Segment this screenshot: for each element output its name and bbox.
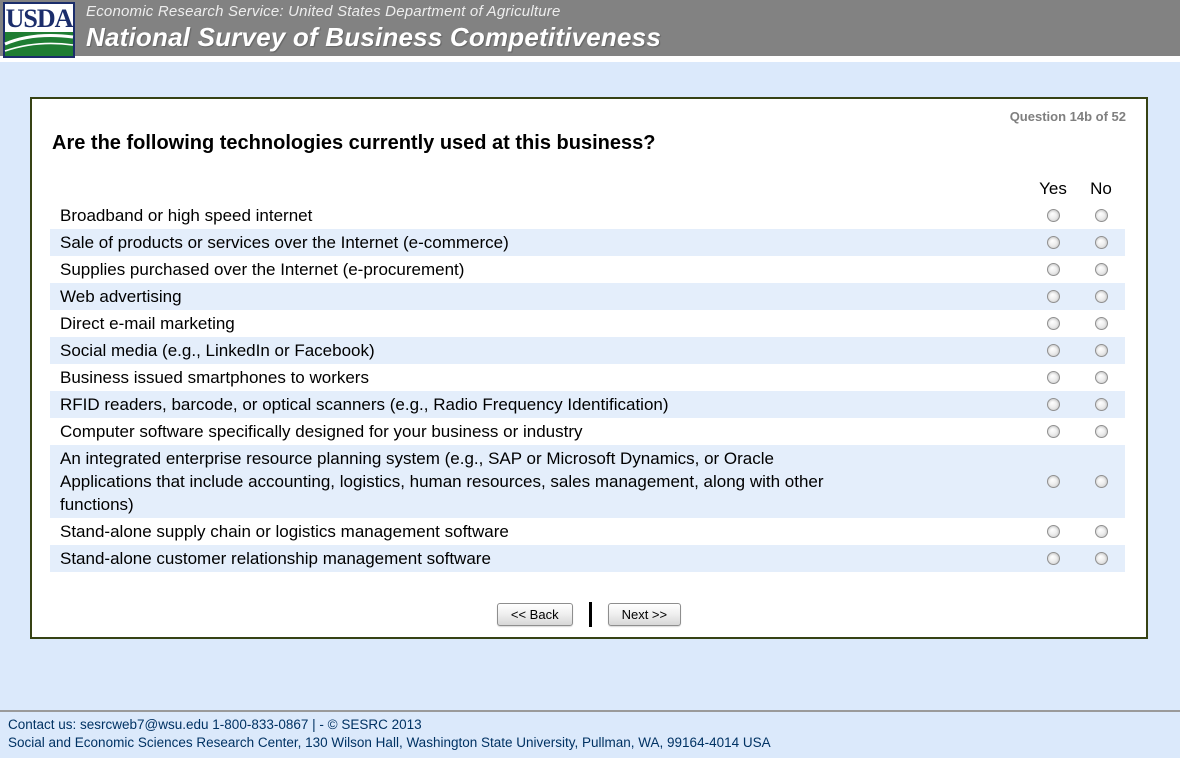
row-label: Sale of products or services over the In…	[60, 233, 509, 252]
radio-no[interactable]	[1094, 398, 1108, 411]
radio-no[interactable]	[1094, 209, 1108, 222]
radio-no[interactable]	[1094, 475, 1108, 488]
radio-yes[interactable]	[1046, 371, 1060, 384]
row-label: Computer software specifically designed …	[60, 422, 583, 441]
radio-no[interactable]	[1094, 236, 1108, 249]
row-label: An integrated enterprise resource planni…	[60, 449, 824, 514]
radio-yes[interactable]	[1046, 425, 1060, 438]
footer-address-line: Social and Economic Sciences Research Ce…	[8, 735, 771, 750]
no-column-header: No	[1090, 179, 1112, 198]
table-row: Direct e-mail marketing	[50, 310, 1125, 337]
radio-yes[interactable]	[1046, 236, 1060, 249]
radio-yes[interactable]	[1046, 525, 1060, 538]
radio-no[interactable]	[1094, 525, 1108, 538]
radio-yes[interactable]	[1046, 209, 1060, 222]
radio-yes[interactable]	[1046, 398, 1060, 411]
header-subtitle: Economic Research Service: United States…	[86, 3, 561, 20]
svg-text:USDA: USDA	[6, 4, 74, 33]
table-row: Broadband or high speed internet	[50, 202, 1125, 229]
table-row: Social media (e.g., LinkedIn or Facebook…	[50, 337, 1125, 364]
radio-no[interactable]	[1094, 371, 1108, 384]
radio-no[interactable]	[1094, 344, 1108, 357]
table-row: Stand-alone supply chain or logistics ma…	[50, 518, 1125, 545]
radio-no[interactable]	[1094, 552, 1108, 565]
table-row: Computer software specifically designed …	[50, 418, 1125, 445]
table-row: Stand-alone customer relationship manage…	[50, 545, 1125, 572]
yes-column-header: Yes	[1039, 179, 1067, 198]
site-header: USDA Economic Research Service: United S…	[0, 0, 1180, 62]
row-label: Stand-alone customer relationship manage…	[60, 549, 491, 568]
technology-grid: Yes No Broadband or high speed internet …	[50, 179, 1125, 572]
page-title: National Survey of Business Competitiven…	[86, 22, 661, 52]
radio-yes[interactable]	[1046, 344, 1060, 357]
table-row: Sale of products or services over the In…	[50, 229, 1125, 256]
row-label: Web advertising	[60, 287, 182, 306]
question-number: Question 14b of 52	[1009, 109, 1126, 124]
row-label: Stand-alone supply chain or logistics ma…	[60, 522, 509, 541]
radio-yes[interactable]	[1046, 552, 1060, 565]
row-label: Business issued smartphones to workers	[60, 368, 369, 387]
radio-no[interactable]	[1094, 263, 1108, 276]
radio-yes[interactable]	[1046, 317, 1060, 330]
radio-yes[interactable]	[1046, 475, 1060, 488]
grid-header: Yes No	[50, 179, 1125, 199]
table-row: An integrated enterprise resource planni…	[50, 445, 1125, 518]
radio-no[interactable]	[1094, 290, 1108, 303]
site-footer: Contact us: sesrcweb7@wsu.edu 1-800-833-…	[0, 710, 1180, 758]
radio-yes[interactable]	[1046, 263, 1060, 276]
navigation-buttons: << Back Next >>	[32, 602, 1146, 627]
button-separator	[588, 602, 592, 627]
table-row: Business issued smartphones to workers	[50, 364, 1125, 391]
table-row: RFID readers, barcode, or optical scanne…	[50, 391, 1125, 418]
row-label: Direct e-mail marketing	[60, 314, 235, 333]
table-row: Web advertising	[50, 283, 1125, 310]
radio-no[interactable]	[1094, 425, 1108, 438]
next-button[interactable]: Next >>	[607, 603, 682, 626]
radio-no[interactable]	[1094, 317, 1108, 330]
row-label: Supplies purchased over the Internet (e-…	[60, 260, 465, 279]
row-label: Social media (e.g., LinkedIn or Facebook…	[60, 341, 375, 360]
table-row: Supplies purchased over the Internet (e-…	[50, 256, 1125, 283]
survey-panel: Question 14b of 52 Are the following tec…	[30, 97, 1148, 639]
radio-yes[interactable]	[1046, 290, 1060, 303]
footer-contact-line: Contact us: sesrcweb7@wsu.edu 1-800-833-…	[8, 717, 422, 732]
row-label: Broadband or high speed internet	[60, 206, 313, 225]
usda-logo-icon: USDA	[3, 2, 75, 63]
question-title: Are the following technologies currently…	[52, 132, 656, 154]
row-label: RFID readers, barcode, or optical scanne…	[60, 395, 669, 414]
back-button[interactable]: << Back	[496, 603, 573, 626]
